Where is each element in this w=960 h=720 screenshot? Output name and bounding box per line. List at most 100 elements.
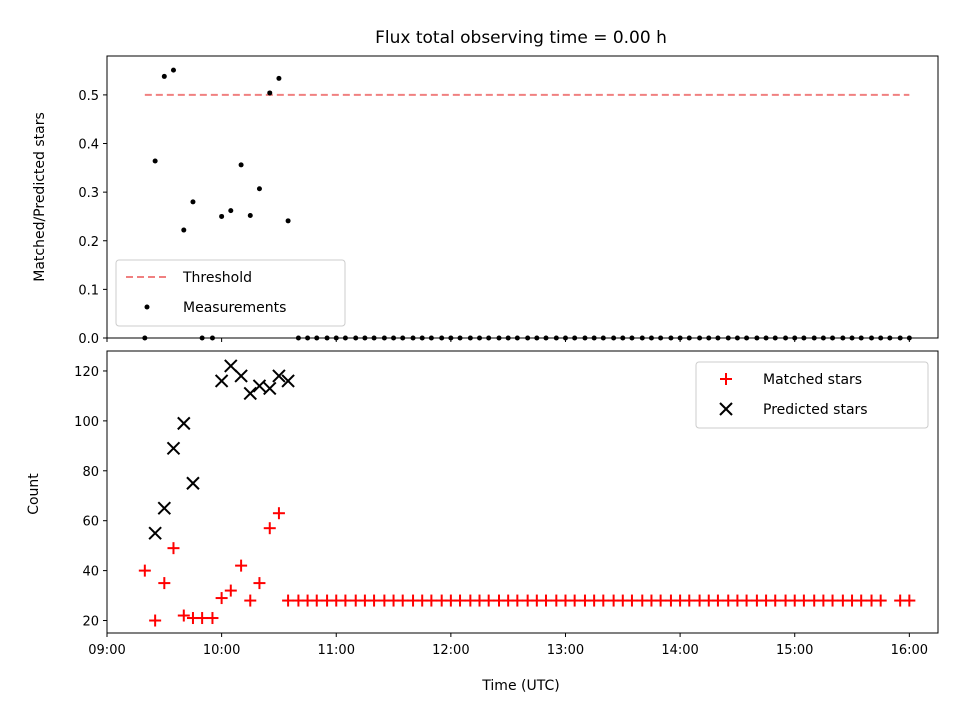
measurement-point [697, 335, 703, 341]
top-axes-frame [106, 55, 939, 339]
measurement-point [553, 335, 559, 341]
matched-star-point [368, 594, 381, 607]
measurement-point [534, 335, 540, 341]
matched-star-point [253, 577, 266, 590]
measurement-point [371, 335, 377, 341]
measurement-point [457, 335, 463, 341]
predicted-star-point [243, 386, 257, 401]
predicted-star-point [157, 501, 172, 515]
predicted-star-point [177, 416, 191, 431]
measurement-point [152, 158, 158, 164]
top-axes: 0.0 0.1 0.2 0.3 0.4 0.5 Matched/Predicted sta… [32, 55, 939, 347]
matched-star-point [740, 594, 753, 607]
measurements-legend-marker [144, 304, 150, 310]
measurement-point [238, 162, 244, 168]
matched-star-point [224, 584, 237, 597]
matched-star-point [177, 609, 190, 622]
top-ytick-label: 0.5 [78, 89, 99, 104]
top-legend-box [115, 259, 346, 327]
matched-star-point [206, 612, 219, 625]
x-tick-label: 15:00 [776, 643, 813, 658]
measurement-point [878, 335, 884, 341]
x-tick-label: 14:00 [661, 643, 698, 658]
predicted-star-point [214, 374, 229, 388]
measurement-point [362, 335, 368, 341]
measurement-point [525, 335, 531, 341]
measurement-point [629, 335, 635, 341]
measurement-point [686, 335, 692, 341]
matched-star-point [244, 594, 257, 607]
matched-star-point [597, 594, 610, 607]
measurement-point [505, 335, 511, 341]
matched-star-point [310, 594, 323, 607]
measurement-point [849, 335, 855, 341]
measurement-point [353, 335, 359, 341]
bottom-legend: Matched stars Predicted stars [695, 361, 929, 429]
measurement-point [181, 227, 187, 233]
measurement-point [400, 335, 406, 341]
measurement-point [772, 335, 778, 341]
measurement-point [840, 335, 846, 341]
measurement-point [228, 208, 234, 214]
matched-star-point [511, 594, 524, 607]
predicted-legend-label: Predicted stars [763, 402, 868, 418]
measurement-point [439, 335, 445, 341]
top-ytick-label: 0.0 [78, 332, 99, 347]
bottom-axes-frame [106, 350, 939, 634]
x-tick-label: 13:00 [547, 643, 584, 658]
measurement-point [611, 335, 617, 341]
measurement-point [715, 335, 721, 341]
measurement-point [725, 335, 731, 341]
measurement-point [897, 335, 903, 341]
bottom-legend-box [695, 361, 929, 429]
predicted-legend-marker [719, 402, 733, 416]
measurement-point [190, 199, 196, 205]
measurement-point [591, 335, 597, 341]
measurement-point [267, 90, 273, 96]
measurement-point [811, 335, 817, 341]
matched-star-point [855, 594, 868, 607]
matched-star-point [196, 612, 209, 625]
measurement-point [648, 335, 654, 341]
bottom-y-ticks: 20 40 60 80 100 120 [74, 365, 107, 630]
matched-star-point [482, 594, 495, 607]
chart-title: Flux total observing time = 0.00 h [375, 28, 667, 48]
matched-star-point [263, 522, 276, 535]
measurement-point [305, 335, 311, 341]
bottom-plot-area [138, 359, 916, 627]
predicted-star-point [166, 441, 181, 456]
predicted-star-point [148, 526, 162, 540]
matched-star-point [625, 594, 638, 607]
measurement-point [219, 213, 225, 219]
measurement-point [734, 335, 740, 341]
measurement-point [658, 335, 664, 341]
measurement-point [572, 335, 578, 341]
measurement-point [754, 335, 760, 341]
top-x-ticks [106, 338, 910, 342]
predicted-star-point [263, 381, 277, 396]
measurement-point [209, 335, 215, 341]
matched-star-point [654, 594, 667, 607]
measurement-point [170, 67, 176, 73]
measurement-point [600, 335, 606, 341]
bottom-ytick-label: 20 [82, 615, 99, 630]
measurement-point [514, 335, 520, 341]
measurement-point [820, 335, 826, 341]
x-axis-label: Time (UTC) [481, 678, 559, 694]
measurement-point [869, 335, 875, 341]
matched-star-point [339, 594, 352, 607]
top-legend: Threshold Measurements [115, 259, 346, 327]
x-tick-label: 16:00 [891, 643, 928, 658]
matched-legend-marker [720, 373, 732, 385]
matched-star-point [158, 577, 171, 590]
matched-star-point [826, 594, 839, 607]
bottom-x-ticks: 09:00 10:00 11:00 12:00 13:00 14:00 15:00 16:00 [88, 633, 928, 658]
measurement-point [543, 335, 549, 341]
matched-star-point [797, 594, 810, 607]
measurement-point [381, 335, 387, 341]
predicted-star-point [281, 374, 295, 388]
measurement-point [744, 335, 750, 341]
predicted-star-point [186, 476, 200, 490]
matched-star-point [138, 564, 151, 577]
